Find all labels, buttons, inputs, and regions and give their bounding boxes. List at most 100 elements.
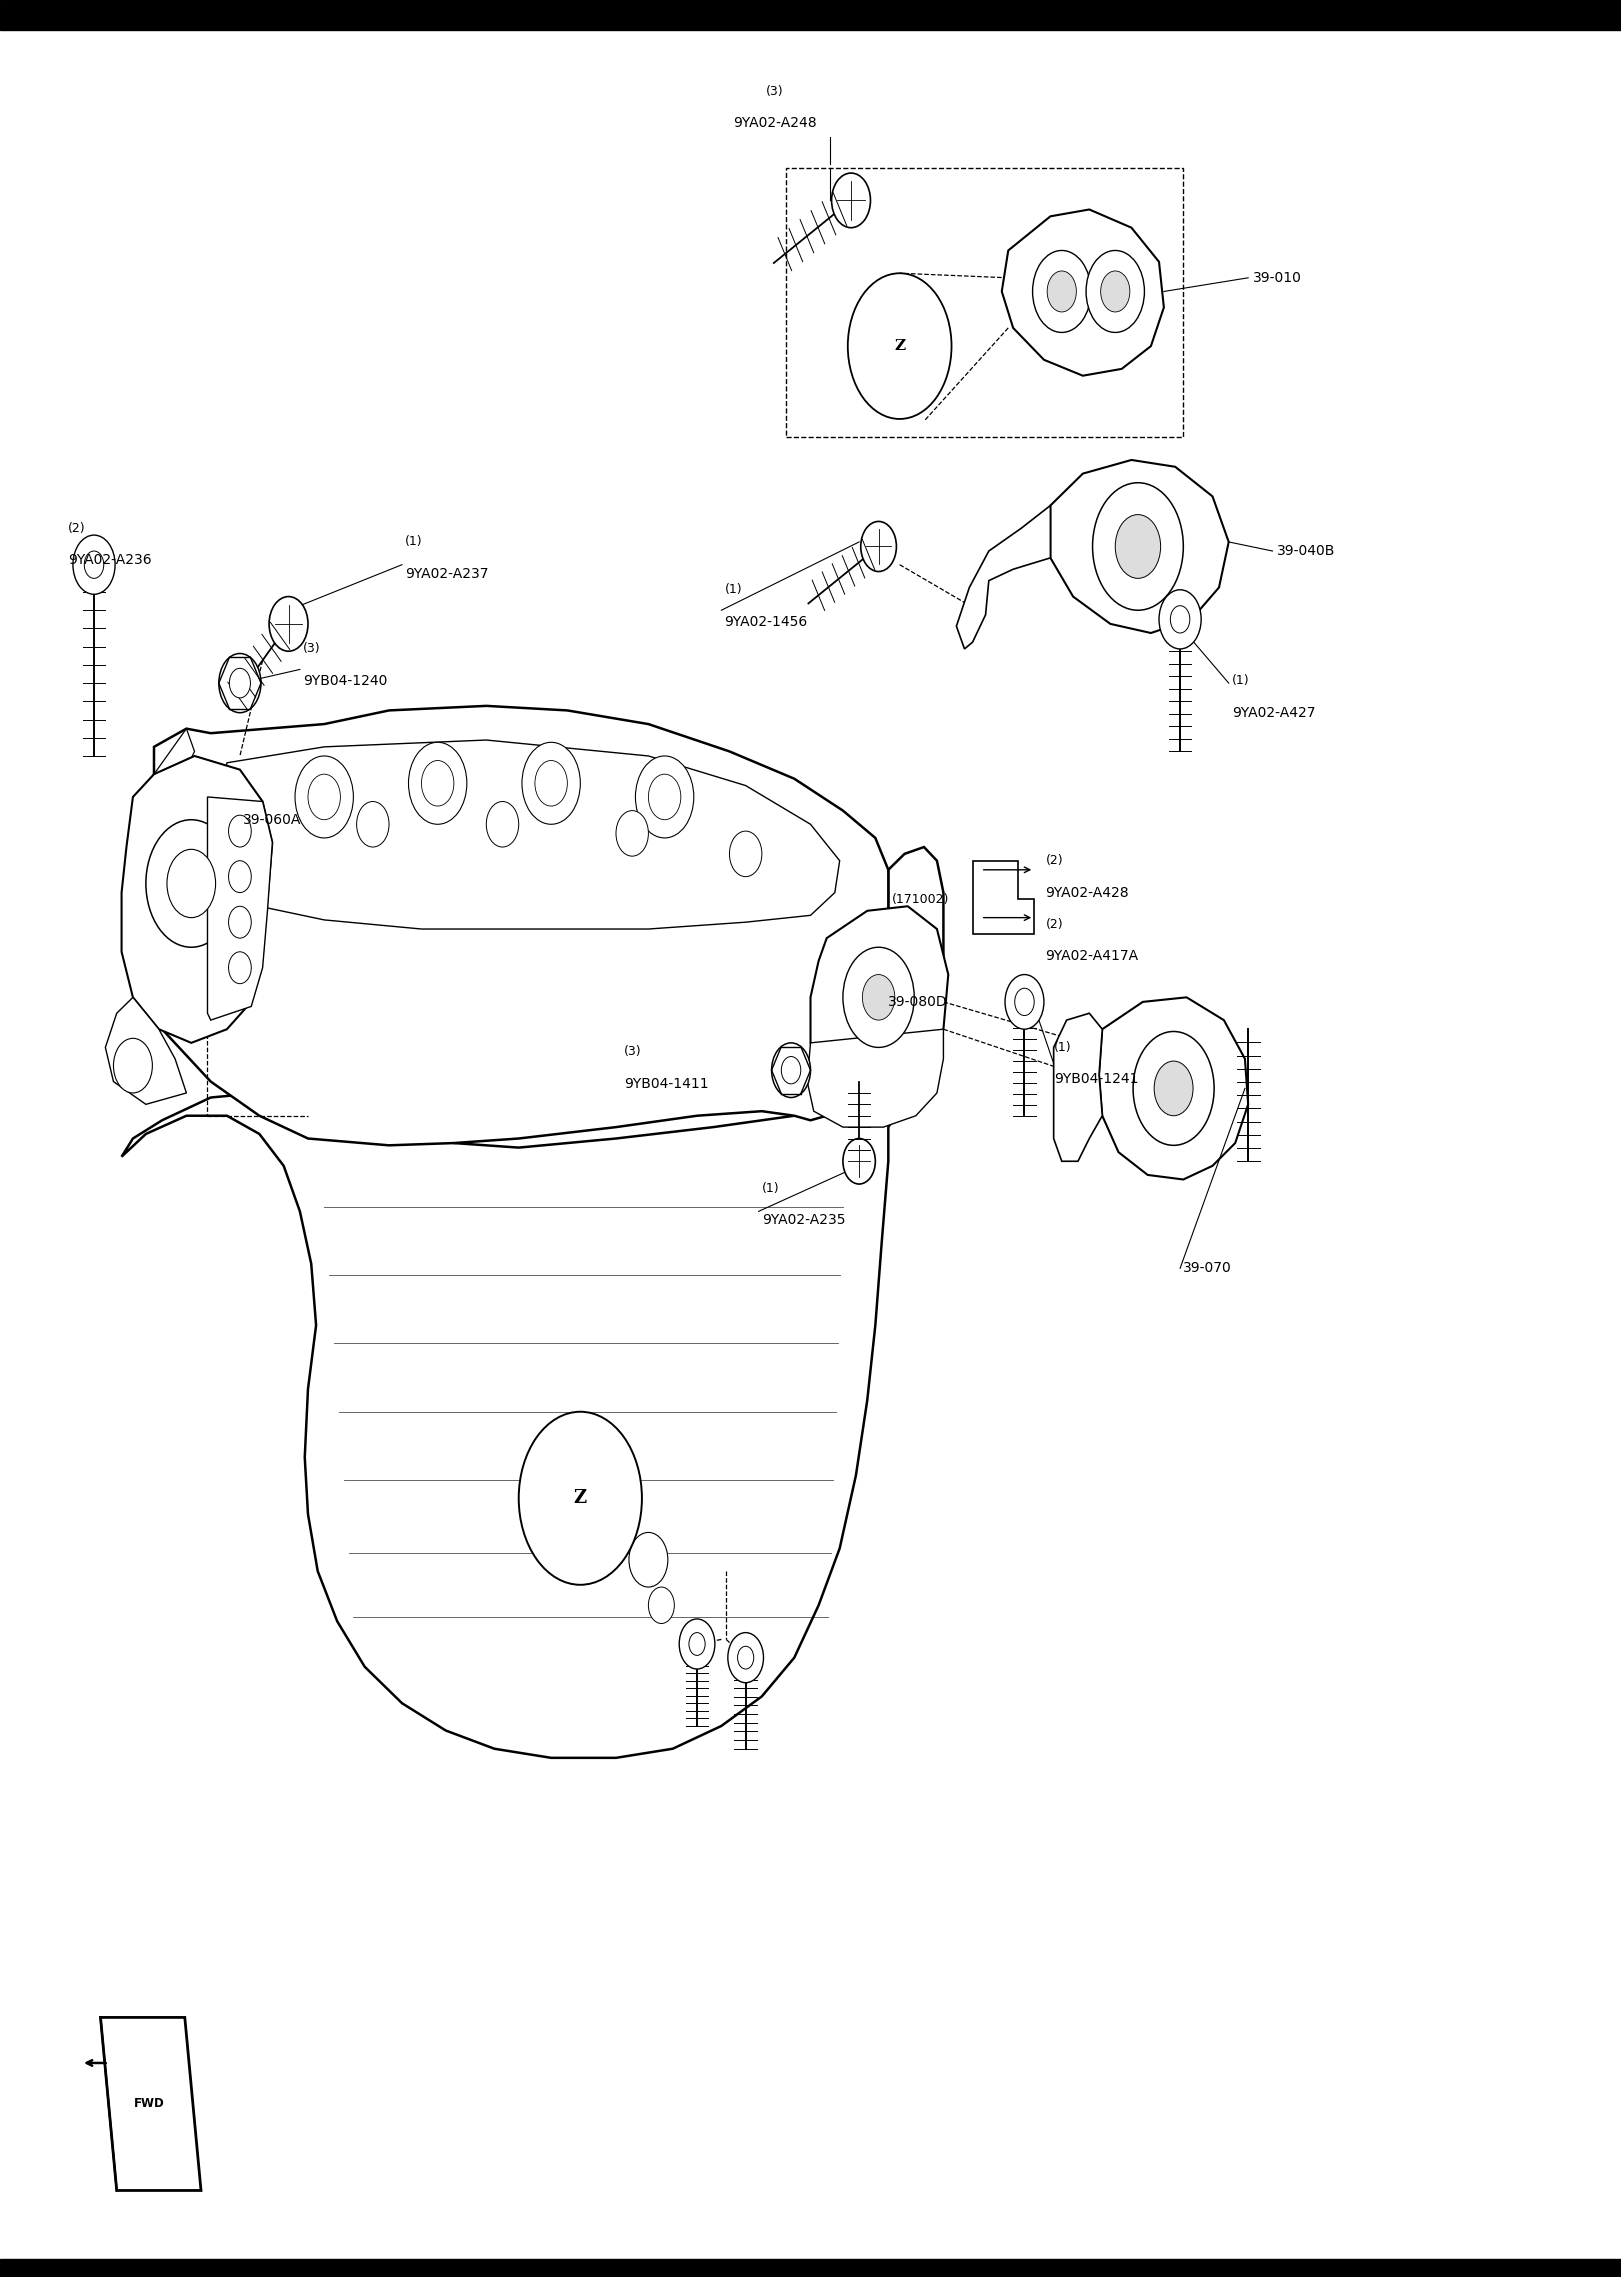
Bar (786, 168, 1183, 437)
Circle shape (230, 669, 250, 699)
Circle shape (522, 742, 580, 824)
Circle shape (1170, 606, 1190, 633)
Circle shape (616, 811, 648, 856)
Text: (171002): (171002) (892, 893, 948, 906)
Circle shape (1101, 271, 1130, 312)
Circle shape (1015, 988, 1034, 1016)
Polygon shape (810, 906, 948, 1098)
Polygon shape (1002, 209, 1164, 376)
Circle shape (648, 1587, 674, 1624)
Text: 39-040B: 39-040B (1277, 544, 1336, 558)
Circle shape (229, 906, 251, 938)
Bar (0, 0, 1621, 30)
Polygon shape (973, 861, 1034, 934)
Text: Z: Z (895, 339, 905, 353)
Circle shape (843, 1138, 875, 1184)
Text: (3): (3) (624, 1045, 642, 1059)
Text: (1): (1) (1232, 674, 1250, 688)
Circle shape (146, 820, 237, 947)
Circle shape (728, 1633, 763, 1683)
Circle shape (679, 1619, 715, 1669)
Circle shape (535, 761, 567, 806)
Text: 9YA02-A417A: 9YA02-A417A (1046, 950, 1138, 963)
Text: 9YA02-A236: 9YA02-A236 (68, 553, 152, 567)
Text: 9YA02-A428: 9YA02-A428 (1046, 886, 1130, 899)
Bar (0, 2259, 1621, 2277)
Polygon shape (133, 729, 195, 1020)
Circle shape (113, 1038, 152, 1093)
Circle shape (229, 861, 251, 893)
Text: FWD: FWD (135, 2097, 164, 2111)
Circle shape (1093, 483, 1183, 610)
Circle shape (357, 802, 389, 847)
Circle shape (1159, 590, 1201, 649)
Text: 9YA02-A427: 9YA02-A427 (1232, 706, 1316, 720)
Circle shape (738, 1646, 754, 1669)
Circle shape (308, 774, 340, 820)
Polygon shape (1054, 1013, 1102, 1161)
Text: (1): (1) (405, 535, 423, 549)
Circle shape (167, 849, 216, 918)
Polygon shape (956, 505, 1050, 649)
Text: 39-070: 39-070 (1183, 1261, 1232, 1275)
Text: 9YB04-1240: 9YB04-1240 (303, 674, 387, 688)
Circle shape (729, 831, 762, 877)
Circle shape (1086, 250, 1144, 332)
Circle shape (229, 815, 251, 847)
Text: 9YA02-A235: 9YA02-A235 (762, 1214, 846, 1227)
Circle shape (421, 761, 454, 806)
Circle shape (519, 1412, 642, 1585)
Circle shape (219, 653, 261, 713)
Circle shape (843, 947, 914, 1047)
Text: 39-080D: 39-080D (888, 995, 948, 1009)
Polygon shape (101, 2017, 201, 2190)
Polygon shape (130, 706, 888, 1145)
Polygon shape (207, 797, 272, 1020)
Text: 9YA02-A248: 9YA02-A248 (733, 116, 817, 130)
Text: 9YB04-1411: 9YB04-1411 (624, 1077, 708, 1091)
Circle shape (1154, 1061, 1193, 1116)
Circle shape (862, 975, 895, 1020)
Polygon shape (105, 997, 186, 1104)
Text: (2): (2) (68, 521, 86, 535)
Circle shape (1133, 1031, 1214, 1145)
Circle shape (1005, 975, 1044, 1029)
Circle shape (486, 802, 519, 847)
Circle shape (772, 1043, 810, 1098)
Polygon shape (214, 740, 840, 929)
Polygon shape (807, 1029, 943, 1127)
Circle shape (861, 521, 896, 572)
Text: (2): (2) (1046, 918, 1063, 931)
Circle shape (408, 742, 467, 824)
Text: (2): (2) (1046, 854, 1063, 868)
Text: 39-060A: 39-060A (243, 813, 302, 827)
Text: 9YA02-A237: 9YA02-A237 (405, 567, 490, 581)
Text: (1): (1) (762, 1182, 780, 1195)
Text: (3): (3) (767, 84, 783, 98)
Circle shape (1033, 250, 1091, 332)
Text: (1): (1) (725, 583, 742, 597)
Circle shape (689, 1633, 705, 1655)
Polygon shape (122, 847, 943, 1758)
Circle shape (73, 535, 115, 594)
Text: Z: Z (574, 1489, 587, 1507)
Text: 9YB04-1241: 9YB04-1241 (1054, 1072, 1138, 1086)
Circle shape (295, 756, 353, 838)
Text: (1): (1) (1054, 1041, 1071, 1054)
Polygon shape (1050, 460, 1229, 633)
Text: (3): (3) (303, 642, 321, 656)
Circle shape (635, 756, 694, 838)
Circle shape (1047, 271, 1076, 312)
Circle shape (1115, 515, 1161, 578)
Circle shape (84, 551, 104, 578)
Circle shape (269, 597, 308, 651)
Polygon shape (1099, 997, 1248, 1179)
Circle shape (832, 173, 870, 228)
Text: 9YA02-1456: 9YA02-1456 (725, 615, 807, 628)
Circle shape (648, 774, 681, 820)
Circle shape (781, 1057, 801, 1084)
Circle shape (229, 952, 251, 984)
Circle shape (848, 273, 952, 419)
Polygon shape (122, 756, 272, 1043)
Circle shape (629, 1532, 668, 1587)
